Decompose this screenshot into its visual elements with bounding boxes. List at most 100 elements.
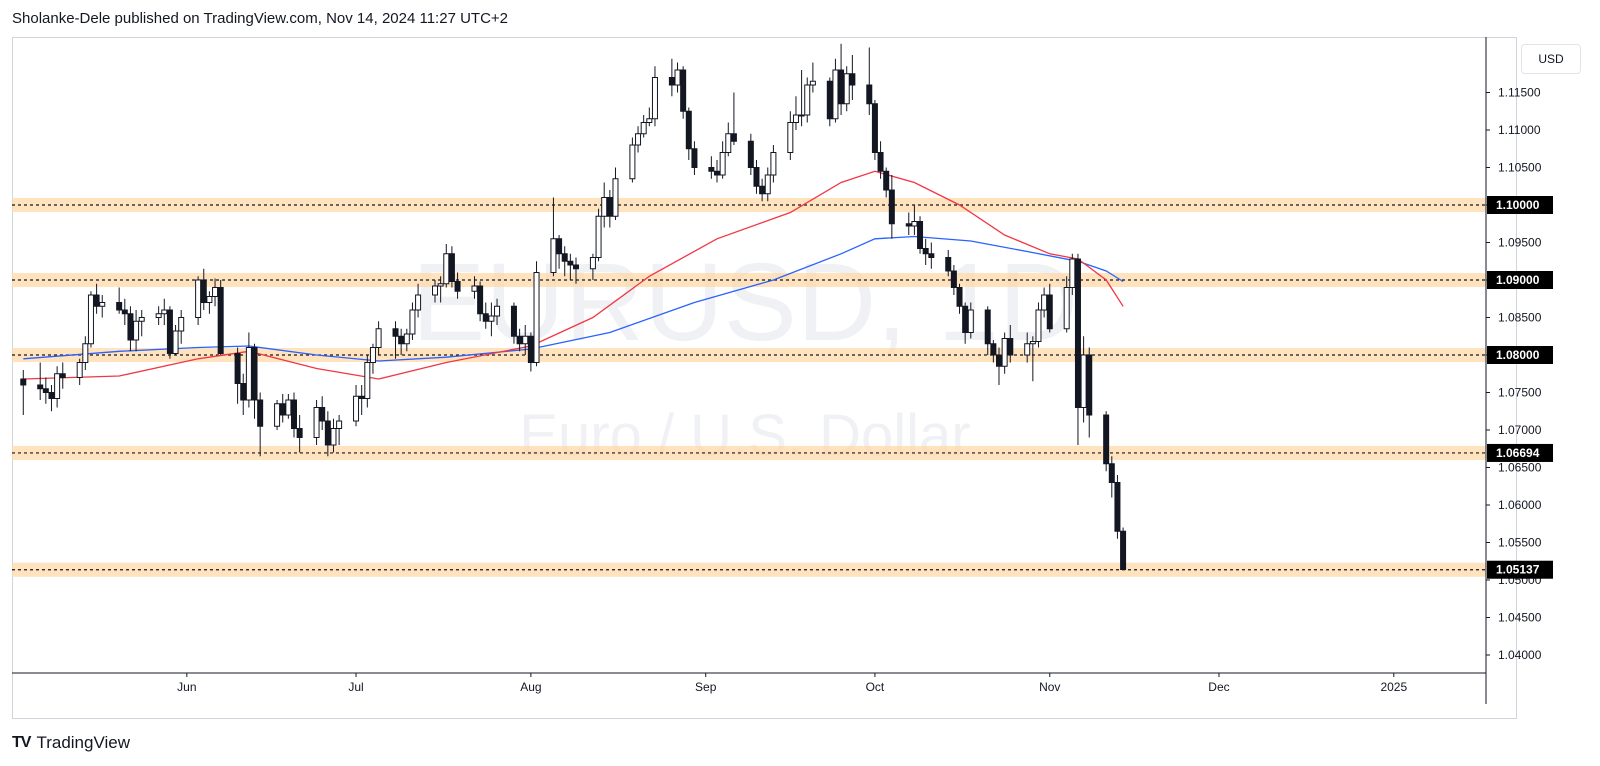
candle (127, 306, 134, 352)
candle-body-down (234, 353, 241, 384)
candle (589, 253, 596, 280)
candle (838, 43, 845, 115)
candle (646, 107, 653, 127)
support-resistance-band (12, 198, 1486, 212)
candle (1108, 456, 1115, 498)
candle (809, 62, 816, 93)
candle (1114, 475, 1121, 539)
candle (161, 298, 168, 325)
candle-body-down (324, 420, 331, 446)
candle-body-down (527, 335, 534, 363)
candle-body-down (1120, 530, 1127, 570)
candle (595, 208, 602, 262)
candle (42, 377, 49, 404)
candle (567, 253, 574, 280)
price-tick-label: 1.06500 (1498, 461, 1542, 475)
candle-body-down (1114, 482, 1121, 532)
candle-body-down (291, 399, 297, 429)
candle (516, 328, 523, 352)
candle-body-down (1086, 354, 1093, 416)
candle-body-up (725, 133, 732, 153)
candle-body-down (849, 73, 856, 86)
time-tick-label: Oct (866, 680, 885, 694)
candle-body-up (494, 305, 501, 317)
candle-body-down (922, 248, 929, 255)
price-tick-label: 1.07500 (1498, 386, 1542, 400)
candle (1046, 283, 1053, 333)
candle (680, 66, 687, 119)
candle-body-up (99, 302, 106, 307)
candle (138, 310, 145, 337)
candle (601, 182, 608, 228)
level-price-tag: 1.05137 (1487, 560, 1553, 579)
candle (471, 276, 478, 299)
time-axis[interactable]: Jun Jul Aug Sep Oct Nov Dec 2025 (12, 672, 1486, 694)
candle (685, 107, 692, 160)
candle (1029, 336, 1036, 382)
candle (792, 96, 799, 130)
candle-body-up (804, 84, 811, 116)
candle-body-up (640, 122, 647, 135)
price-tick-label: 1.05500 (1498, 536, 1542, 550)
candle (522, 325, 529, 355)
candle-body-up (403, 333, 410, 345)
candle (291, 392, 297, 438)
candle (178, 310, 185, 344)
candle-body-down (48, 392, 55, 399)
candle (296, 415, 303, 453)
candle (1024, 332, 1031, 363)
candle-body-up (635, 133, 642, 146)
candle-body-down (257, 399, 264, 427)
candle-body-up (409, 309, 416, 335)
tradingview-brand[interactable]: TV TradingView (12, 733, 130, 753)
candle (606, 190, 613, 228)
candle-body-up (612, 178, 619, 217)
candle (448, 246, 455, 288)
candle-body-up (719, 152, 726, 176)
currency-button[interactable]: USD (1521, 44, 1581, 74)
candle-body-up (1080, 354, 1087, 408)
candle-body-up (432, 285, 438, 296)
candle (93, 283, 100, 314)
price-axis[interactable]: 1.040001.045001.050001.055001.060001.065… (1485, 37, 1542, 704)
candle-body-down (1074, 258, 1081, 408)
candle-body-up (353, 395, 360, 422)
candle (392, 321, 399, 359)
candle (279, 394, 286, 423)
support-resistance-band (12, 348, 1486, 362)
candle (1063, 276, 1070, 333)
candle-body-down (392, 328, 399, 337)
candle (798, 70, 805, 127)
candle-body-up (595, 215, 602, 258)
candle (990, 340, 997, 363)
candle-body-down (482, 313, 489, 322)
price-tick-label: 1.07000 (1498, 423, 1542, 437)
candle-body-down (567, 260, 574, 266)
candle-body-down (448, 253, 455, 282)
candle-body-down (93, 294, 100, 307)
candle (324, 411, 331, 457)
price-tick-label: 1.11000 (1498, 123, 1541, 137)
candle (409, 302, 416, 340)
candle-body-up (212, 287, 219, 297)
watermark-symbol: EURUSD, 1D (412, 241, 1078, 364)
ema-fast-line (23, 170, 1124, 380)
candle-body-down (685, 110, 692, 150)
candle-body-up (809, 80, 816, 86)
candle (950, 265, 957, 295)
candle-body-down (1007, 338, 1014, 356)
candle-body-up (1024, 343, 1031, 356)
candle-body-down (888, 189, 895, 225)
support-resistance-band (12, 445, 1486, 460)
candle-body-down (217, 287, 224, 354)
candle-body-down (691, 148, 698, 168)
price-tick-label: 1.09500 (1498, 236, 1542, 250)
candle (1103, 411, 1110, 472)
candle (561, 246, 568, 277)
candle (133, 310, 140, 352)
candle-body-up (161, 309, 168, 315)
chart-frame[interactable] (12, 37, 1517, 719)
candle (911, 205, 918, 235)
candle-body-up (471, 285, 478, 292)
